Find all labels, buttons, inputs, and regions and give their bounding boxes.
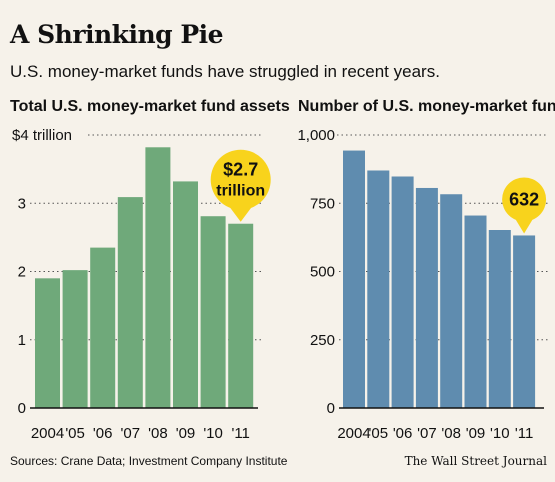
chart-subtitle: U.S. money-market funds have struggled i…	[10, 62, 440, 81]
assets-bar	[200, 216, 226, 408]
assets-panel-title: Total U.S. money-market fund assets	[10, 98, 290, 115]
funds-callout-bubble	[502, 177, 547, 222]
assets-x-tick-label: '05	[65, 425, 85, 442]
funds-x-tick-label: '06	[393, 425, 413, 442]
funds-y-tick-label: 750	[310, 195, 335, 212]
assets-y-tick-label: 1	[18, 332, 26, 349]
assets-y-tick-label: 3	[18, 195, 26, 212]
assets-x-tick-label: '10	[203, 425, 223, 442]
funds-y-tick-label: 500	[310, 264, 335, 281]
funds-x-tick-label: '11	[515, 425, 533, 442]
funds-y-tick-label: 250	[310, 332, 335, 349]
assets-x-tick-label: 2004	[31, 425, 64, 442]
credit-note: The Wall Street Journal	[404, 454, 547, 468]
assets-bar	[173, 181, 198, 408]
assets-bar	[35, 278, 60, 408]
assets-y-tick-label: $4 trillion	[12, 127, 72, 144]
funds-panel-title: Number of U.S. money-market funds	[298, 98, 555, 115]
assets-x-tick-label: '08	[148, 425, 168, 442]
funds-bar	[367, 170, 390, 408]
assets-bar	[228, 223, 254, 408]
funds-bar	[391, 176, 414, 408]
assets-callout-label: $2.7	[223, 160, 258, 180]
funds-x-tick-label: '05	[369, 425, 389, 442]
funds-bar	[343, 150, 365, 408]
funds-x-tick-label: '10	[490, 425, 510, 442]
assets-callout-bubble	[210, 149, 271, 210]
funds-callout-label: 632	[509, 189, 539, 209]
funds-bar	[415, 187, 438, 408]
chart-title: A Shrinking Pie	[10, 20, 224, 49]
assets-bar	[90, 247, 116, 408]
assets-x-tick-label: '11	[231, 425, 249, 442]
funds-y-tick-label: 0	[327, 400, 335, 417]
funds-bar	[488, 230, 511, 408]
funds-y-tick-label: 1,000	[297, 127, 335, 144]
assets-callout-label: trillion	[216, 183, 265, 200]
assets-x-tick-label: '09	[176, 425, 196, 442]
assets-x-tick-label: '06	[93, 425, 113, 442]
funds-bar	[440, 194, 463, 408]
funds-bar	[513, 235, 536, 408]
funds-bar	[464, 215, 487, 408]
source-note: Sources: Crane Data; Investment Company …	[10, 454, 288, 468]
assets-bar	[145, 147, 171, 408]
assets-bar	[117, 197, 143, 408]
funds-x-tick-label: '07	[417, 425, 437, 442]
assets-bar	[62, 270, 88, 408]
funds-x-tick-label: '09	[466, 425, 486, 442]
assets-x-tick-label: '07	[121, 425, 141, 442]
assets-y-tick-label: 0	[18, 400, 26, 417]
assets-y-tick-label: 2	[18, 264, 26, 281]
funds-x-tick-label: 2004	[337, 425, 370, 442]
funds-x-tick-label: '08	[441, 425, 461, 442]
funds-callout-pointer	[514, 217, 534, 234]
